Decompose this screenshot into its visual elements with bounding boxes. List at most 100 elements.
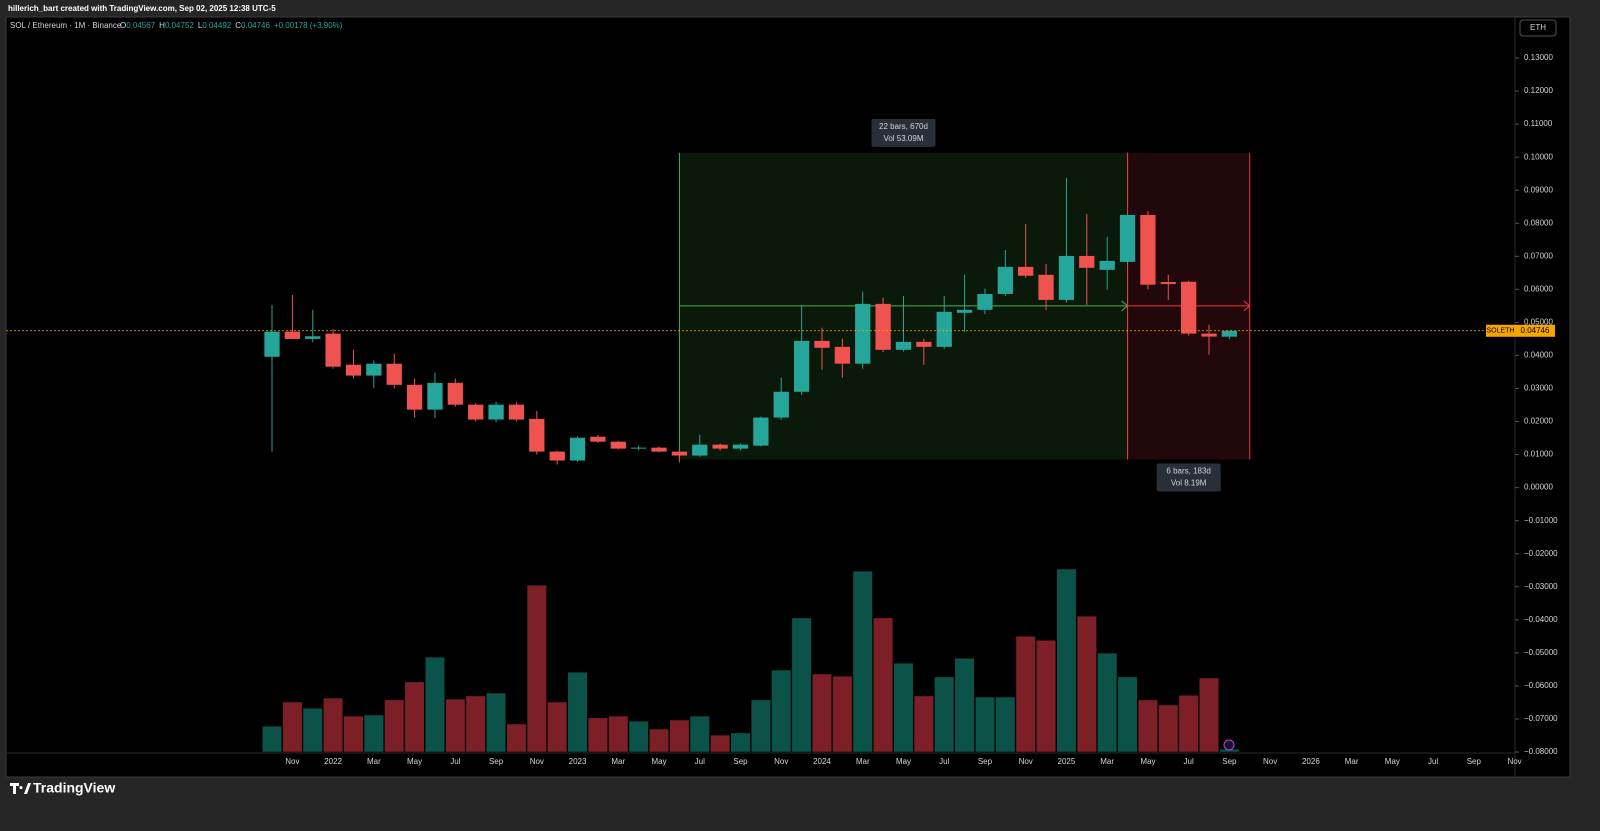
- symbol-title: SOL / Ethereum · 1M · Binance: [10, 21, 122, 30]
- ohlc-key: H: [159, 21, 165, 30]
- volume-bar: [1036, 639, 1057, 753]
- volume-bar: [649, 728, 670, 753]
- volume-bar: [282, 701, 303, 753]
- price-tag: 0.04746: [1521, 326, 1550, 335]
- y-tick-label: 0.04000: [1524, 351, 1553, 360]
- volume-bar: [302, 707, 323, 753]
- y-tick-label: 0.05000: [1524, 317, 1553, 326]
- x-tick-label: Nov: [1019, 757, 1033, 766]
- candle-body: [1018, 266, 1034, 276]
- volume-bar: [954, 657, 975, 753]
- y-tick-label: 0.07000: [1524, 251, 1553, 260]
- candle-body: [875, 303, 891, 350]
- candle-body: [264, 331, 280, 357]
- volume-bar: [1097, 652, 1118, 753]
- candle-body: [1140, 214, 1156, 285]
- x-tick-label: Sep: [733, 757, 748, 766]
- price-tag-box: [1515, 324, 1555, 337]
- candle-body: [427, 382, 443, 410]
- volume-bar: [669, 719, 690, 753]
- candle-body: [610, 441, 626, 449]
- candle-body: [406, 384, 423, 410]
- volume-bar: [995, 696, 1016, 753]
- candle-body: [671, 451, 688, 456]
- candle-body: [834, 346, 850, 364]
- volume-bar: [1076, 615, 1097, 753]
- ohlc-value: 0.04492: [202, 21, 231, 30]
- y-tick-label: 0.11000: [1524, 119, 1553, 128]
- x-tick-label: 2022: [324, 757, 342, 766]
- volume-bar: [791, 617, 812, 753]
- x-tick-label: May: [1140, 757, 1155, 766]
- candle-body: [956, 309, 973, 313]
- candle-body: [305, 336, 321, 339]
- volume-bar: [424, 656, 445, 753]
- candle-body: [366, 363, 382, 376]
- candle-body: [793, 340, 810, 392]
- candle-body: [1160, 282, 1176, 285]
- volume-bar: [261, 725, 283, 753]
- x-tick-label: Sep: [978, 757, 993, 766]
- candle-body: [692, 444, 708, 456]
- volume-bar: [587, 717, 608, 753]
- range-volume: Vol 53.09M: [883, 134, 923, 143]
- candle-body: [386, 363, 402, 385]
- volume-bar: [1015, 635, 1036, 753]
- y-tick-label: 0.02000: [1524, 417, 1553, 426]
- volume-bar: [689, 715, 710, 753]
- volume-bar: [934, 676, 955, 753]
- volume-bar: [404, 681, 425, 753]
- x-tick-label: Jul: [939, 757, 949, 766]
- brand: TradingView: [33, 780, 115, 796]
- candle-body: [529, 418, 545, 452]
- x-tick-label: Jul: [1428, 757, 1438, 766]
- currency[interactable]: ETH: [1530, 23, 1546, 32]
- range-volume: Vol 8.19M: [1171, 479, 1207, 488]
- volume-bar: [913, 695, 934, 753]
- range-arrowhead: [1243, 300, 1251, 312]
- volume-bar: [852, 570, 873, 753]
- candle-body: [1221, 330, 1238, 337]
- volume-bar: [486, 692, 507, 753]
- candle-body: [916, 341, 932, 347]
- candle-body: [997, 266, 1013, 294]
- x-tick-label: May: [407, 757, 422, 766]
- ohlc-value: 0.04752: [165, 21, 194, 30]
- y-tick-label: −0.03000: [1524, 582, 1558, 591]
- y-tick-label: −0.02000: [1524, 549, 1558, 558]
- volume-bar: [343, 715, 364, 753]
- logo: TradingView: [10, 780, 115, 796]
- currency-button[interactable]: [1519, 19, 1557, 37]
- volume-bar: [608, 715, 629, 753]
- volume-bar: [1137, 699, 1158, 753]
- symbol-tag: SOLETH: [1486, 328, 1514, 335]
- candle-body: [345, 364, 362, 376]
- x-tick-label: 2025: [1058, 757, 1076, 766]
- candle-body: [977, 293, 993, 310]
- candle-body: [936, 311, 952, 347]
- y-tick-label: −0.05000: [1524, 648, 1558, 657]
- candle-body: [895, 341, 912, 350]
- volume-bar: [730, 732, 751, 753]
- volume-bar: [323, 697, 344, 753]
- x-tick-label: Jul: [1184, 757, 1194, 766]
- candle-body: [569, 437, 586, 461]
- x-tick-label: Mar: [856, 757, 870, 766]
- volume-bar: [1158, 704, 1179, 753]
- candle-body: [651, 447, 667, 452]
- volume-bar: [1198, 677, 1220, 753]
- y-tick-label: 0.00000: [1524, 483, 1553, 492]
- event-icon: [1223, 739, 1235, 751]
- ohlc-value: 0.04746: [241, 21, 270, 30]
- candle-body: [508, 404, 525, 420]
- volume-bar: [506, 723, 527, 753]
- volume-bar: [445, 698, 466, 753]
- candle-body: [447, 382, 463, 405]
- volume-bar: [628, 720, 649, 753]
- x-tick-label: Jul: [695, 757, 705, 766]
- volume-bar: [832, 675, 853, 753]
- x-tick-label: Nov: [530, 757, 544, 766]
- x-tick-label: Nov: [1263, 757, 1277, 766]
- credit: hillerich_bart created with TradingView.…: [8, 4, 276, 13]
